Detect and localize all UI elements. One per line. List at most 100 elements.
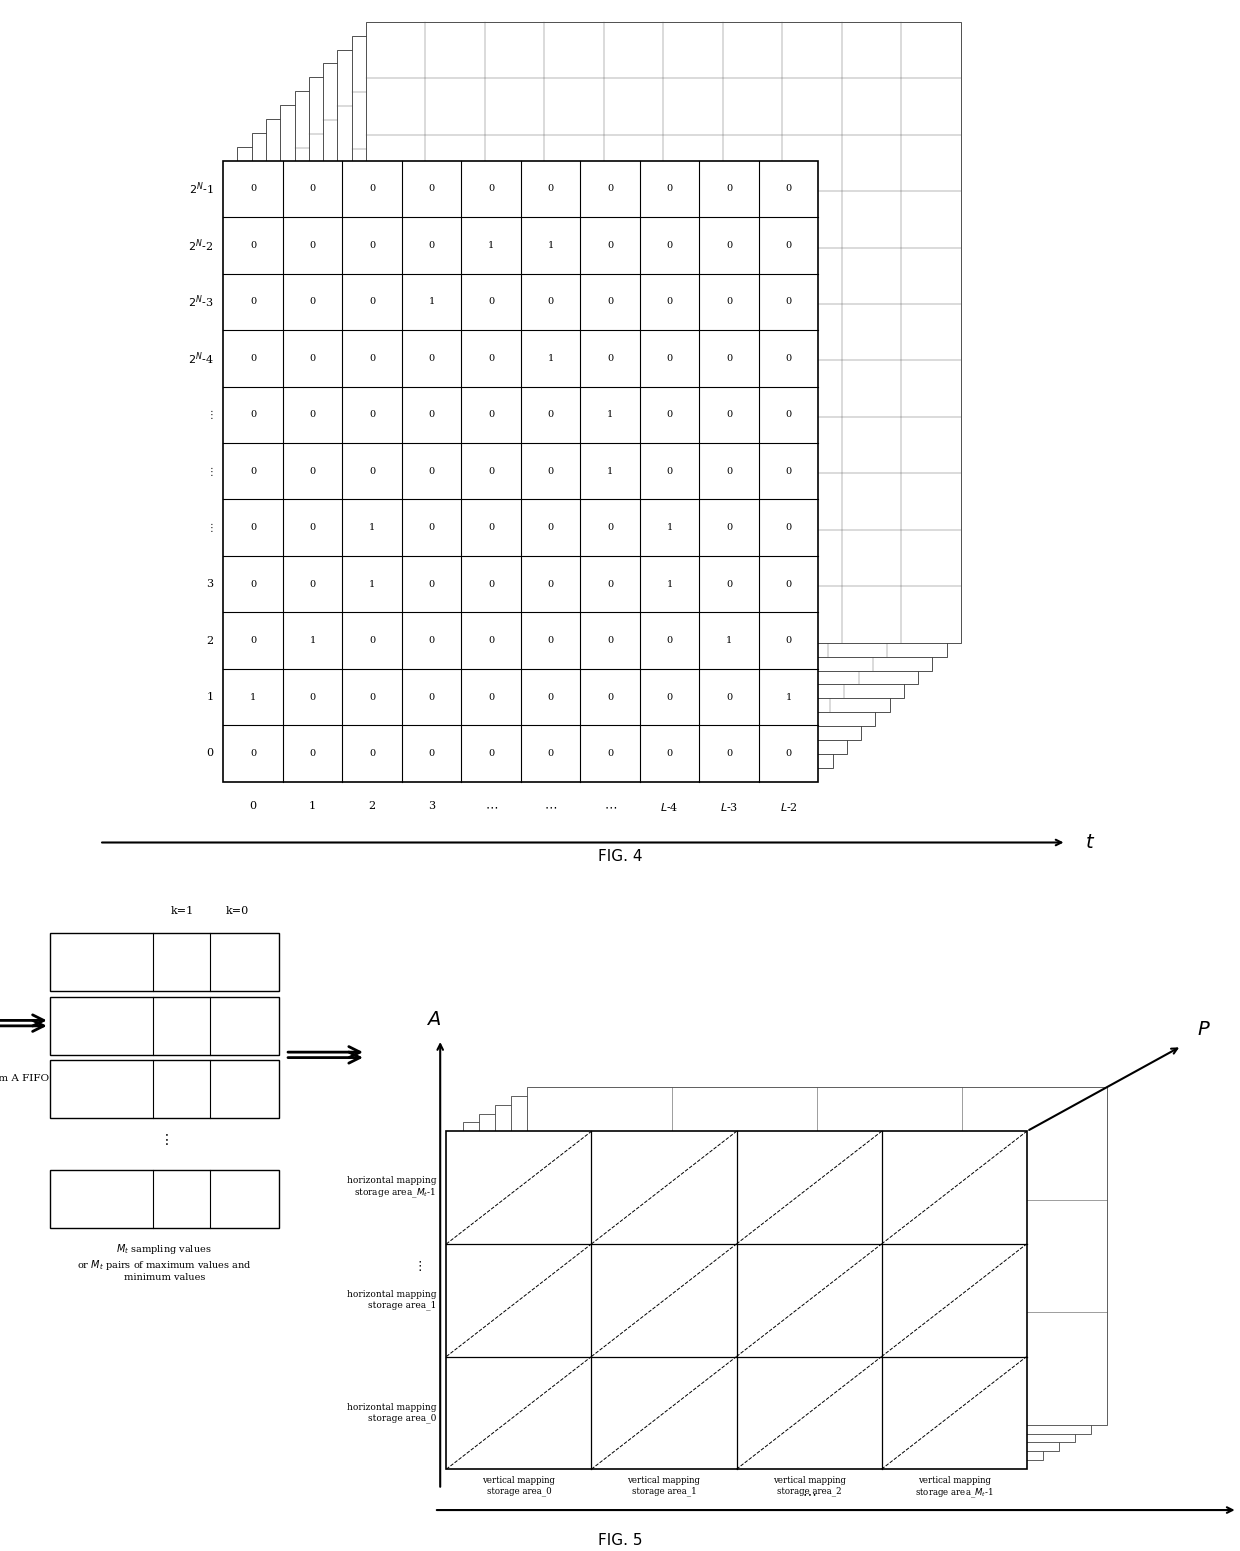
Text: $2^N$-3: $2^N$-3: [188, 293, 213, 310]
Text: FIG. 5: FIG. 5: [598, 1532, 642, 1548]
Text: 0: 0: [489, 185, 494, 194]
Text: M-1: M-1: [237, 1194, 257, 1204]
Text: 2: 2: [243, 1084, 250, 1095]
Bar: [366, 22, 961, 642]
Text: $A$: $A$: [427, 1011, 441, 1028]
Bar: [280, 105, 875, 726]
Text: horizontal mapping
storage area_1: horizontal mapping storage area_1: [347, 1290, 436, 1311]
Text: 0: 0: [310, 298, 315, 307]
Text: $\cdots$: $\cdots$: [802, 1486, 816, 1500]
Text: $\cdots$: $\cdots$: [544, 800, 557, 814]
Bar: [238, 147, 833, 768]
Text: ...: ...: [94, 955, 105, 969]
Text: 0: 0: [608, 692, 613, 701]
Text: 0: 0: [429, 692, 434, 701]
Text: 0: 0: [429, 523, 434, 532]
Text: 0: 0: [250, 580, 255, 589]
Text: vertical mapping
storage area_0: vertical mapping storage area_0: [482, 1477, 556, 1497]
Text: 0: 0: [250, 636, 255, 645]
Text: 0: 0: [667, 240, 672, 250]
Text: 0: 0: [786, 240, 791, 250]
Text: 0: 0: [667, 185, 672, 194]
Text: 0: 0: [370, 636, 374, 645]
Text: 0: 0: [608, 354, 613, 363]
Text: $\cdots$: $\cdots$: [604, 800, 616, 814]
Text: 0: 0: [429, 749, 434, 758]
Text: 0: 0: [429, 467, 434, 476]
Text: 0: 0: [608, 240, 613, 250]
Text: 0: 0: [310, 580, 315, 589]
Text: 2: 2: [368, 800, 376, 811]
Text: 0: 0: [786, 580, 791, 589]
Text: 1: 1: [666, 523, 673, 532]
Text: 0: 0: [608, 185, 613, 194]
Text: horizontal mapping
storage area_$M_t$-1: horizontal mapping storage area_$M_t$-1: [347, 1176, 436, 1199]
Text: 0: 0: [727, 354, 732, 363]
Text: 0: 0: [429, 636, 434, 645]
Text: 1: 1: [606, 467, 614, 476]
Text: 0: 0: [370, 298, 374, 307]
Bar: [50, 997, 279, 1055]
Text: 0: 0: [249, 800, 257, 811]
Text: 1: 1: [206, 692, 213, 703]
Text: 0: 0: [310, 749, 315, 758]
Bar: [463, 1123, 1043, 1459]
Text: 0: 0: [206, 749, 213, 758]
Text: 0: 0: [608, 580, 613, 589]
Bar: [50, 1061, 279, 1118]
Text: 0: 0: [310, 354, 315, 363]
Text: 0: 0: [727, 185, 732, 194]
Text: 0: 0: [786, 523, 791, 532]
Text: 0: 0: [667, 636, 672, 645]
Text: 2M-1: 2M-1: [167, 1194, 195, 1204]
Text: 0: 0: [489, 692, 494, 701]
Text: 0: 0: [608, 298, 613, 307]
Text: 0: 0: [667, 409, 672, 419]
Text: $L$-2: $L$-2: [780, 800, 797, 813]
Text: 1: 1: [606, 409, 614, 419]
Text: 0: 0: [548, 523, 553, 532]
Text: 1: 1: [785, 692, 792, 701]
Bar: [446, 1131, 1027, 1469]
Text: 0: 0: [370, 409, 374, 419]
Text: 0: 0: [727, 240, 732, 250]
Text: 0: 0: [727, 692, 732, 701]
Text: 0: 0: [548, 298, 553, 307]
Bar: [252, 133, 847, 754]
Text: 0: 0: [310, 185, 315, 194]
Text: $t$: $t$: [1085, 833, 1095, 851]
Text: 0: 0: [727, 749, 732, 758]
Text: 0: 0: [548, 467, 553, 476]
Text: 1: 1: [309, 800, 316, 811]
Text: 0: 0: [250, 354, 255, 363]
Text: From A FIFO: From A FIFO: [0, 1073, 50, 1083]
Text: 0: 0: [548, 636, 553, 645]
Text: vertical mapping
storage area_2: vertical mapping storage area_2: [773, 1477, 846, 1497]
Text: 0: 0: [548, 409, 553, 419]
Bar: [50, 1169, 279, 1228]
Text: 0: 0: [786, 749, 791, 758]
Text: 0: 0: [310, 523, 315, 532]
Text: 0: 0: [489, 636, 494, 645]
Text: 0: 0: [608, 523, 613, 532]
Text: 0: 0: [667, 298, 672, 307]
Text: 0: 0: [489, 749, 494, 758]
Text: $L$-3: $L$-3: [720, 800, 738, 813]
Text: 0: 0: [786, 636, 791, 645]
Text: $\vdots$: $\vdots$: [206, 465, 213, 478]
Text: 0: 0: [370, 354, 374, 363]
Bar: [295, 92, 890, 712]
Text: ...: ...: [94, 1083, 105, 1097]
Bar: [511, 1097, 1091, 1433]
Text: $\vdots$: $\vdots$: [206, 521, 213, 534]
Text: 0: 0: [727, 409, 732, 419]
Text: 0: 0: [667, 354, 672, 363]
Text: $\vdots$: $\vdots$: [206, 408, 213, 422]
Text: 0: 0: [429, 409, 434, 419]
Text: 1: 1: [368, 580, 376, 589]
Text: 1: 1: [547, 354, 554, 363]
Text: $\vdots$: $\vdots$: [160, 1132, 169, 1146]
Text: 0: 0: [727, 523, 732, 532]
Text: ...: ...: [94, 1193, 105, 1205]
Text: vertical mapping
storage area_1: vertical mapping storage area_1: [627, 1477, 701, 1497]
